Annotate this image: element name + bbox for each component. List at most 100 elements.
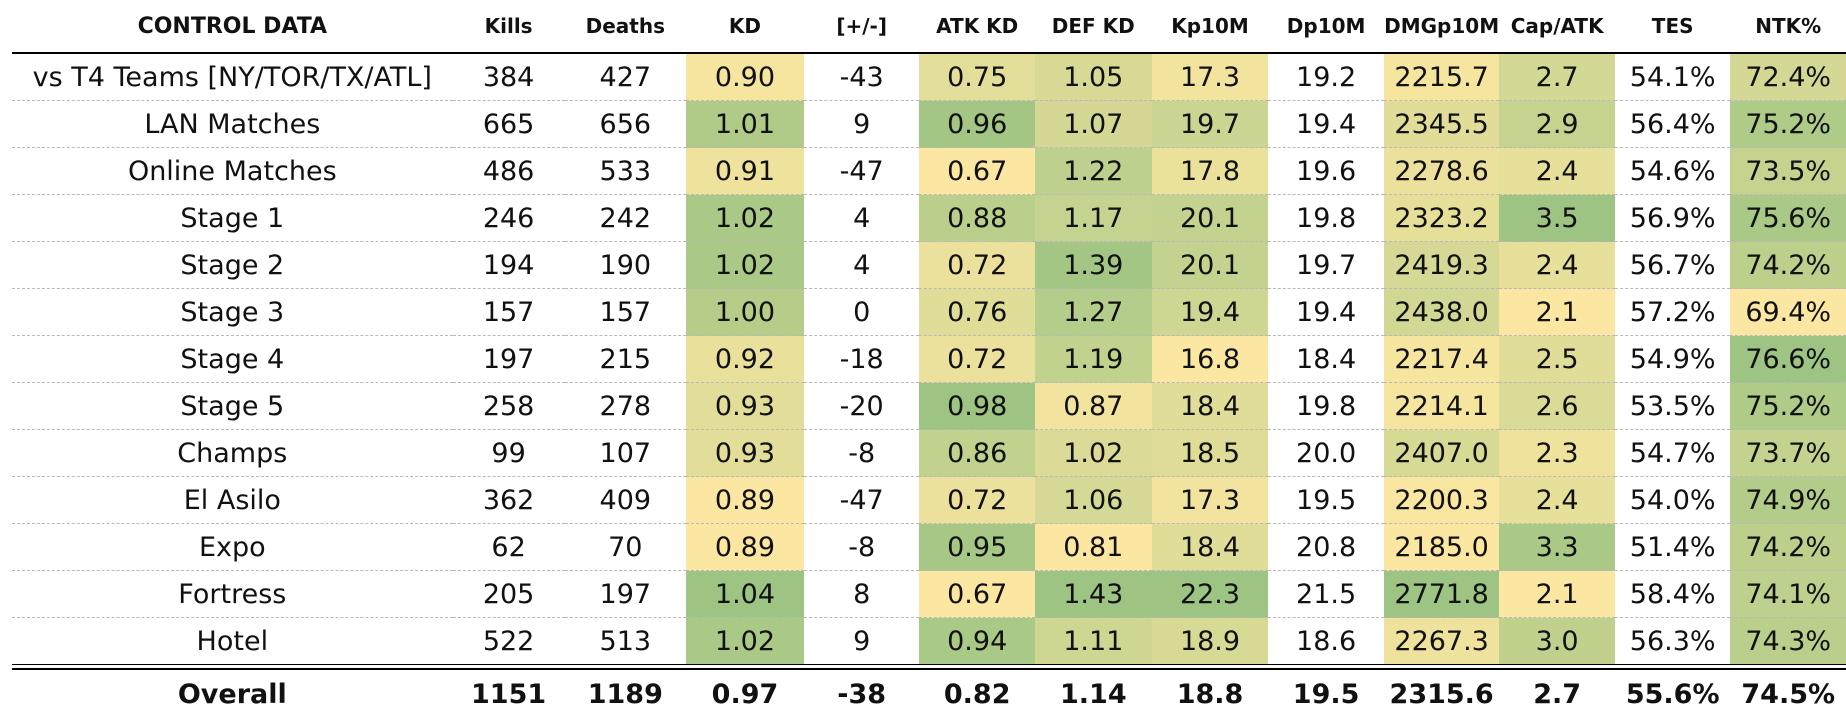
cell-ntk: 74.1% [1730,570,1846,618]
cell-tes: 56.3% [1629,625,1716,657]
cell-kp10m: 20.1 [1151,194,1269,242]
cell-kp10m: 18.5 [1151,429,1269,477]
header-tes: TES [1614,0,1731,54]
cell-ntk: 74.3% [1730,617,1846,665]
cell-atk-kd: 0.67 [919,147,1035,195]
cell-cap-atk: 2.7 [1499,53,1615,101]
row-label: vs T4 Teams [NY/TOR/TX/ATL] [12,53,453,101]
cell-dp10m: 18.4 [1268,335,1384,383]
total-separator [12,664,1846,670]
cell-deaths: 70 [564,523,687,571]
cell-def-kd: 1.39 [1034,241,1152,289]
cell-tes: 54.6% [1614,147,1731,195]
cell-dp10m: 19.5 [1268,476,1384,524]
row-label: El Asilo [12,476,453,524]
cell-kd: 1.02 [686,194,804,242]
cell-plus-minus: -47 [803,147,920,195]
table-row: Stage 5 258 278 0.93 -20 0.98 0.87 18.4 19.8 2214… [12,382,1846,430]
row-label: LAN Matches [12,100,453,148]
overall-def-kd: 1.14 [1059,678,1127,710]
cell-dmgp10m: 2278.6 [1383,147,1500,195]
cell-kd: 0.93 [686,429,804,477]
table-row: Stage 3 157 157 1.00 0 0.76 1.27 19.4 19.4 2438.0… [12,288,1846,336]
cell-atk-kd: 0.94 [919,617,1035,665]
overall-dmgp10m: 2315.6 [1389,678,1494,710]
cell-cap-atk: 2.4 [1499,476,1615,524]
cell-atk-kd: 0.96 [919,100,1035,148]
cell-kills: 99 [452,429,565,477]
overall-row: Overall 1151 1189 0.97 -38 0.82 1.14 18.8 19.5 23… [12,669,1846,718]
cell-kills: 384 [452,53,565,101]
cell-ntk: 74.2% [1730,241,1846,289]
cell-def-kd: 1.43 [1034,570,1152,618]
cell-cap-atk: 2.3 [1499,429,1615,477]
cell-atk-kd: 0.76 [919,288,1035,336]
cell-atk-kd: 0.72 [919,241,1035,289]
cell-deaths: 278 [564,382,687,430]
table-body: vs T4 Teams [NY/TOR/TX/ATL] 384 427 0.90 -43… [12,53,1846,718]
cell-dmgp10m: 2771.8 [1383,570,1500,618]
cell-cap-atk: 2.1 [1499,570,1615,618]
cell-kd: 1.02 [686,617,804,665]
cell-kp10m: 22.3 [1151,570,1269,618]
cell-def-kd: 1.22 [1034,147,1152,195]
table-row: Champs 99 107 0.93 -8 0.86 1.02 18.5 20.0 2407.0 2… [12,429,1846,477]
cell-deaths: 197 [564,570,687,618]
cell-ntk: 75.2% [1730,382,1846,430]
cell-kills: 486 [452,147,565,195]
overall-label: Overall [177,678,287,710]
cell-atk-kd: 0.67 [919,570,1035,618]
overall-plus-minus: -38 [837,678,887,710]
cell-kp10m: 17.3 [1151,53,1269,101]
cell-cap-atk: 2.9 [1499,100,1615,148]
cell-deaths: 215 [564,335,687,383]
row-label: Online Matches [12,147,453,195]
table-row: vs T4 Teams [NY/TOR/TX/ATL] 384 427 0.90 -43… [12,53,1846,101]
cell-def-kd: 1.11 [1034,617,1152,665]
cell-kd: 0.89 [686,523,804,571]
cell-cap-atk: 2.1 [1499,288,1615,336]
cell-ntk: 69.4% [1730,288,1846,336]
cell-tes: 54.7% [1614,429,1731,477]
double-rule [12,664,1846,670]
cell-tes: 54.1% [1614,53,1731,101]
cell-atk-kd: 0.98 [919,382,1035,430]
cell-atk-kd: 0.75 [919,53,1035,101]
cell-dmgp10m: 2323.2 [1383,194,1500,242]
cell-kd: 0.90 [686,53,804,101]
cell-dp10m: 21.5 [1268,570,1384,618]
cell-kp10m: 20.1 [1151,241,1269,289]
cell-ntk: 75.6% [1730,194,1846,242]
overall-cap-atk: 2.7 [1533,678,1582,710]
cell-kills: 258 [452,382,565,430]
row-label: Hotel [196,625,269,657]
cell-plus-minus: 9 [803,100,920,148]
overall-atk-kd: 0.82 [943,678,1011,710]
cell-def-kd: 0.81 [1034,523,1152,571]
overall-kd: 0.97 [711,678,779,710]
cell-dp10m: 19.4 [1268,100,1384,148]
cell-atk-kd: 0.86 [919,429,1035,477]
cell-kp10m: 18.4 [1151,523,1269,571]
cell-atk-kd: 0.72 [919,476,1035,524]
cell-cap-atk: 3.5 [1499,194,1615,242]
cell-kp10m: 19.4 [1151,288,1269,336]
cell-plus-minus: -8 [803,429,920,477]
cell-tes: 54.0% [1614,476,1731,524]
cell-ntk: 76.6% [1730,335,1846,383]
cell-kp10m: 19.7 [1151,100,1269,148]
header-kd: KD [686,0,804,54]
table-row: Stage 4 197 215 0.92 -18 0.72 1.19 16.8 18.4 2217… [12,335,1846,383]
cell-dmgp10m: 2217.4 [1383,335,1500,383]
cell-tes: 54.9% [1614,335,1731,383]
overall-kills: 1151 [471,678,547,710]
cell-kp10m: 18.4 [1151,382,1269,430]
cell-tes: 56.7% [1614,241,1731,289]
row-label: Champs [12,429,453,477]
cell-dp10m: 20.0 [1268,429,1384,477]
cell-kd: 1.02 [686,241,804,289]
cell-cap-atk: 3.3 [1499,523,1615,571]
table-row: Online Matches 486 533 0.91 -47 0.67 1.22 17.8 1… [12,147,1846,195]
cell-dp10m: 19.8 [1268,382,1384,430]
cell-plus-minus: -47 [803,476,920,524]
